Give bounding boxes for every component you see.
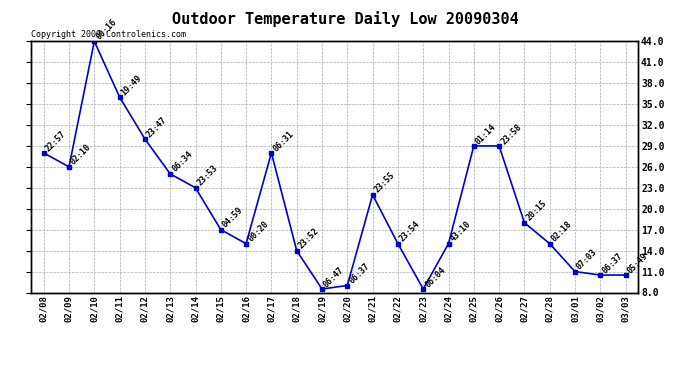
Text: 06:34: 06:34	[170, 150, 195, 174]
Text: 23:53: 23:53	[195, 164, 219, 188]
Text: 05:49: 05:49	[626, 251, 650, 275]
Text: 19:49: 19:49	[119, 73, 144, 97]
Text: Copyright 2009 Controlenics.com: Copyright 2009 Controlenics.com	[31, 30, 186, 39]
Text: 06:31: 06:31	[271, 129, 295, 153]
Text: 23:58: 23:58	[499, 122, 523, 146]
Text: 02:10: 02:10	[69, 143, 93, 167]
Text: 04:59: 04:59	[221, 206, 245, 230]
Text: 22:57: 22:57	[43, 129, 68, 153]
Text: 01:14: 01:14	[474, 122, 498, 146]
Text: 23:54: 23:54	[398, 220, 422, 244]
Text: 23:52: 23:52	[297, 226, 321, 251]
Text: 20:15: 20:15	[524, 199, 549, 223]
Text: 23:55: 23:55	[373, 171, 397, 195]
Text: 06:04: 06:04	[423, 265, 447, 289]
Text: 06:37: 06:37	[600, 251, 624, 275]
Text: Outdoor Temperature Daily Low 20090304: Outdoor Temperature Daily Low 20090304	[172, 11, 518, 27]
Text: 06:37: 06:37	[347, 261, 371, 285]
Text: 06:47: 06:47	[322, 265, 346, 289]
Text: 43:10: 43:10	[448, 220, 473, 244]
Text: 00:20: 00:20	[246, 220, 270, 244]
Text: 02:18: 02:18	[550, 220, 574, 244]
Text: 23:47: 23:47	[145, 115, 169, 139]
Text: 00:16: 00:16	[95, 17, 119, 41]
Text: 07:03: 07:03	[575, 248, 599, 272]
